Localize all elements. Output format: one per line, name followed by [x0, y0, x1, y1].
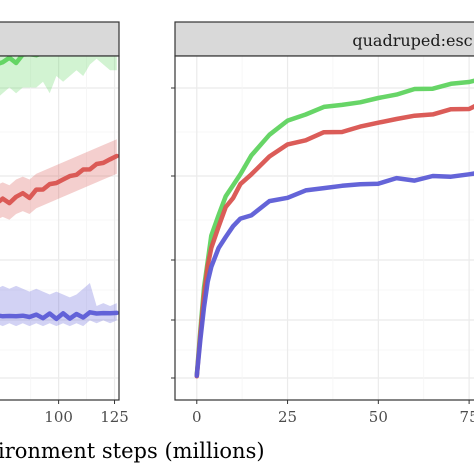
band-green	[0, 56, 117, 96]
plot-background	[0, 56, 119, 400]
panel-right: quadruped:esc 0 25 50 75	[171, 21, 474, 426]
x-tick-label: 125	[100, 408, 129, 426]
x-tick-label: 50	[369, 408, 388, 426]
x-tick-label: 100	[44, 408, 73, 426]
x-tick-label: 0	[192, 408, 202, 426]
x-tick-label: 75	[460, 408, 474, 426]
x-axis-title: ironment steps (millions)	[0, 439, 265, 463]
line-green	[194, 78, 474, 378]
line-red	[194, 104, 474, 379]
panel-border	[174, 55, 474, 401]
x-tick-label: 25	[278, 408, 297, 426]
facet-strip	[0, 21, 120, 57]
line-blue	[194, 171, 474, 378]
panel-border	[0, 55, 120, 401]
line-blue	[0, 310, 119, 322]
line-red	[0, 153, 119, 206]
plot-area	[175, 56, 474, 400]
facet-strip-label: quadruped:esc	[352, 31, 472, 50]
plot-area	[0, 56, 119, 400]
line-green	[0, 56, 42, 66]
panel-left: 100 125	[0, 21, 129, 426]
